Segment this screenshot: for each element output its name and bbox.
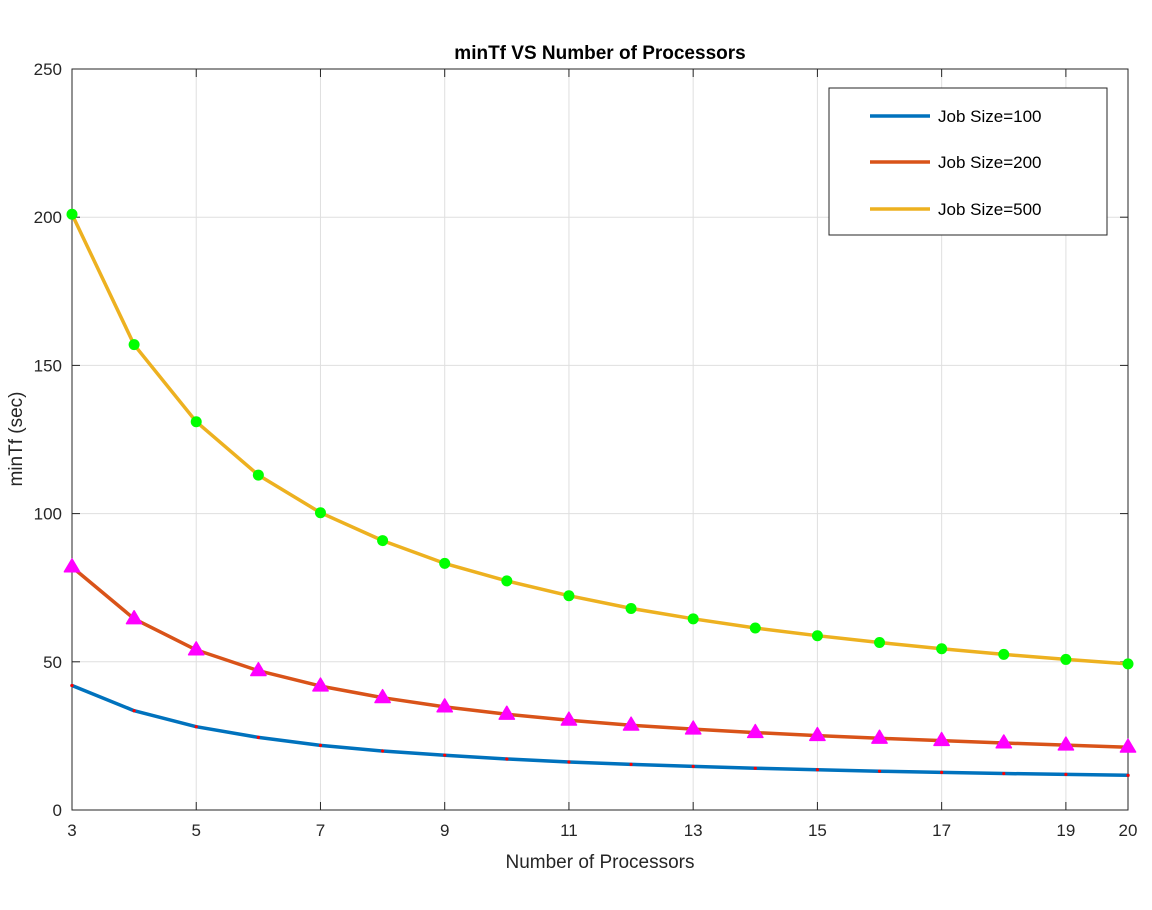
data-point-job-size-200: [933, 731, 950, 747]
legend-label-job-size-500: Job Size=500: [938, 200, 1042, 219]
x-tick-label: 17: [932, 821, 951, 840]
data-point-job-size-500: [874, 637, 886, 649]
data-point-job-size-200: [995, 734, 1013, 749]
y-tick-label: 200: [34, 208, 62, 227]
chart-title: minTf VS Number of Processors: [454, 43, 745, 64]
data-point-job-size-200: [436, 698, 454, 713]
data-point-job-size-500: [749, 622, 761, 634]
data-point-job-size-100: [318, 743, 323, 747]
data-point-job-size-500: [625, 602, 637, 614]
x-tick-label: 11: [560, 821, 578, 840]
data-point-job-size-500: [936, 643, 948, 655]
data-point-job-size-500: [687, 613, 699, 625]
x-tick-label: 5: [192, 821, 201, 840]
data-point-job-size-100: [1064, 772, 1068, 777]
data-point-job-size-500: [252, 469, 264, 481]
data-point-job-size-100: [567, 760, 571, 764]
data-point-job-size-200: [1119, 738, 1137, 753]
data-point-job-size-200: [63, 558, 81, 573]
data-point-job-size-200: [125, 610, 143, 625]
x-tick-label: 9: [440, 821, 449, 840]
data-point-job-size-100: [940, 770, 944, 774]
data-point-job-size-200: [871, 729, 888, 744]
data-point-job-size-100: [380, 749, 385, 753]
y-axis-label: minTf (sec): [6, 392, 27, 487]
x-tick-label: 15: [808, 821, 827, 840]
y-tick-label: 50: [43, 653, 62, 672]
data-point-job-size-100: [753, 766, 757, 770]
data-point-job-size-200: [187, 641, 205, 656]
data-point-job-size-200: [250, 661, 267, 677]
data-point-job-size-500: [314, 507, 326, 519]
x-tick-label: 7: [316, 821, 325, 840]
y-tick-label: 100: [34, 505, 62, 524]
data-point-job-size-200: [374, 688, 391, 704]
data-point-job-size-500: [1122, 658, 1134, 670]
legend-label-job-size-100: Job Size=100: [938, 107, 1042, 126]
data-point-job-size-500: [377, 535, 389, 547]
data-point-job-size-500: [1060, 653, 1072, 665]
data-point-job-size-100: [1002, 771, 1006, 776]
x-tick-label: 19: [1056, 821, 1075, 840]
data-point-job-size-200: [1057, 736, 1075, 751]
data-point-job-size-100: [256, 735, 260, 739]
data-point-job-size-100: [194, 725, 198, 729]
legend: Job Size=100 Job Size=200 Job Size=500: [828, 87, 1108, 236]
series-line-job-size-100: [70, 683, 1130, 778]
data-point-job-size-100: [815, 768, 820, 772]
y-axis-ticks: 0 50 100 150 200 250: [34, 60, 1128, 820]
series-line-job-size-500: [70, 212, 1130, 666]
data-point-job-size-200: [312, 677, 329, 692]
data-point-job-size-500: [190, 416, 202, 428]
data-point-job-size-100: [1126, 773, 1130, 777]
data-point-job-size-200: [560, 711, 578, 726]
x-tick-label: 20: [1119, 821, 1138, 840]
data-point-job-size-200: [684, 720, 702, 735]
x-axis-ticks: 3 5 7 9 11 13 15 17 19 20: [67, 69, 1137, 840]
data-point-job-size-100: [877, 769, 882, 773]
x-tick-label: 3: [67, 821, 76, 840]
plot-frame: [71, 68, 1129, 811]
data-point-job-size-100: [443, 753, 447, 757]
data-point-job-size-200: [809, 726, 826, 742]
data-point-job-size-100: [691, 764, 695, 769]
data-point-job-size-500: [563, 590, 575, 602]
data-point-job-size-500: [439, 557, 451, 569]
series-line-job-size-200: [70, 565, 1130, 749]
data-point-job-size-500: [128, 339, 140, 351]
x-tick-label: 13: [684, 821, 703, 840]
data-point-job-size-200: [498, 705, 516, 720]
data-point-job-size-500: [998, 648, 1010, 660]
data-point-job-size-500: [501, 575, 513, 587]
data-point-job-size-100: [505, 757, 509, 761]
data-point-job-size-500: [66, 208, 78, 220]
data-point-job-size-500: [811, 630, 823, 642]
series-layer: [70, 212, 1130, 778]
data-point-job-size-100: [629, 762, 633, 766]
y-tick-label: 150: [34, 356, 62, 375]
data-point-job-size-100: [70, 683, 74, 688]
legend-label-job-size-200: Job Size=200: [938, 153, 1042, 172]
y-tick-label: 250: [34, 60, 62, 79]
data-point-job-size-100: [132, 709, 136, 713]
y-tick-label: 0: [53, 801, 62, 820]
data-point-job-size-200: [622, 716, 640, 731]
marker-layer: [63, 208, 1137, 777]
data-point-job-size-200: [746, 723, 764, 739]
x-axis-label: Number of Processors: [505, 852, 694, 873]
